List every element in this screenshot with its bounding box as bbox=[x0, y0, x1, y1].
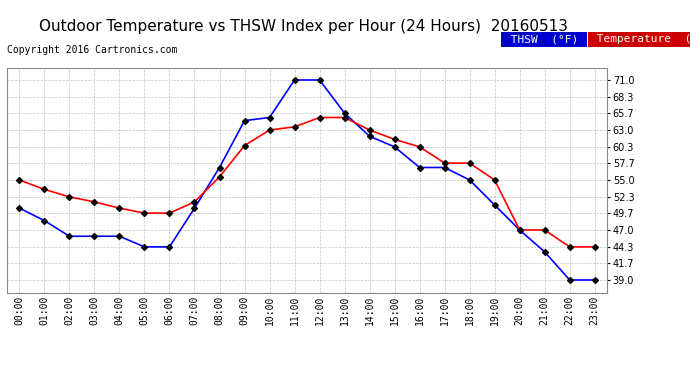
Text: THSW  (°F): THSW (°F) bbox=[504, 34, 584, 44]
Text: Copyright 2016 Cartronics.com: Copyright 2016 Cartronics.com bbox=[7, 45, 177, 55]
Text: Outdoor Temperature vs THSW Index per Hour (24 Hours)  20160513: Outdoor Temperature vs THSW Index per Ho… bbox=[39, 19, 568, 34]
Text: Temperature  (°F): Temperature (°F) bbox=[590, 34, 690, 44]
